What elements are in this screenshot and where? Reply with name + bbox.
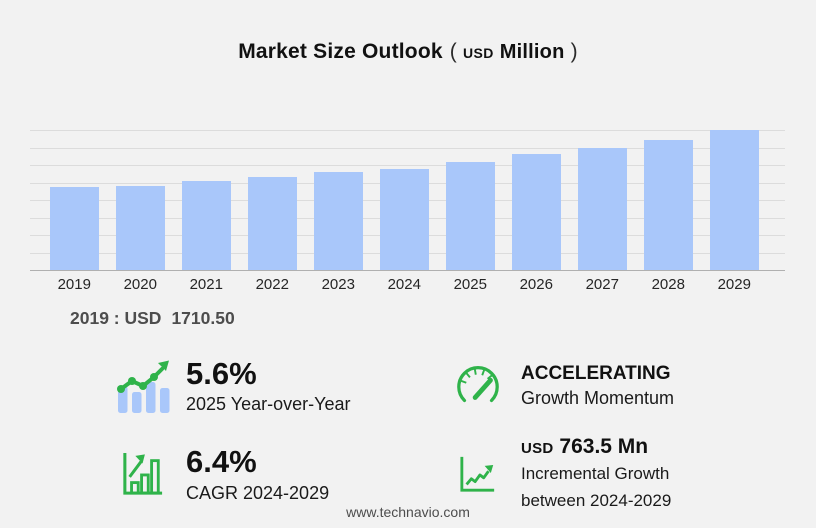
yoy-value: 5.6% bbox=[186, 355, 257, 391]
bar-2026 bbox=[512, 154, 561, 270]
incremental-amount: 763.5 Mn bbox=[559, 435, 649, 458]
title-main: Market Size Outlook bbox=[238, 40, 443, 63]
bar-2028 bbox=[644, 139, 693, 270]
bars bbox=[30, 130, 785, 270]
stat-incremental: USD 763.5 Mn Incremental Growth between … bbox=[447, 434, 792, 514]
title-paren-close: ) bbox=[570, 40, 578, 63]
bar-chart-trend-icon-svg bbox=[117, 360, 170, 413]
speedometer-icon bbox=[447, 365, 509, 407]
bar-chart-trend-icon bbox=[112, 359, 174, 413]
growth-bars-arrow-icon-svg bbox=[123, 452, 163, 495]
bar-2022 bbox=[248, 176, 297, 270]
momentum-label: Growth Momentum bbox=[521, 388, 675, 409]
x-axis-label-2029: 2029 bbox=[717, 276, 751, 293]
growth-bars-arrow-icon bbox=[112, 450, 174, 498]
base-year-annotation: 2019 : USD 1710.50 bbox=[70, 308, 235, 329]
stat-momentum: ACCELERATING Growth Momentum bbox=[447, 337, 792, 434]
incremental-label: Incremental Growth between 2024-2029 bbox=[521, 464, 672, 510]
x-axis-label-2023: 2023 bbox=[321, 276, 355, 293]
incremental-growth-icon-svg bbox=[460, 456, 495, 492]
incremental-currency: USD bbox=[521, 440, 554, 457]
stat-yoy: 5.6% 2025 Year-over-Year bbox=[112, 337, 447, 434]
yoy-label: 2025 Year-over-Year bbox=[186, 394, 351, 415]
bar-2025 bbox=[446, 161, 495, 270]
incremental-value: USD 763.5 Mn bbox=[521, 434, 716, 460]
base-year-value: 1710.50 bbox=[171, 308, 235, 328]
incremental-growth-icon bbox=[447, 454, 509, 494]
page-title: Market Size Outlook ( USD Million ) bbox=[0, 40, 816, 64]
cagr-label: CAGR 2024-2029 bbox=[186, 482, 330, 503]
base-year-label: 2019 : USD bbox=[70, 308, 162, 328]
title-unit: Million bbox=[499, 41, 565, 63]
bar-2029 bbox=[710, 130, 759, 270]
bar-2027 bbox=[578, 147, 627, 270]
stats-grid: 5.6% 2025 Year-over-Year ACCELERATING Gr… bbox=[112, 337, 792, 514]
bar-2024 bbox=[380, 169, 429, 270]
momentum-value: ACCELERATING bbox=[521, 362, 671, 384]
gridline bbox=[30, 130, 785, 131]
x-axis-label-2022: 2022 bbox=[255, 276, 289, 293]
gridline bbox=[30, 165, 785, 166]
x-axis-label-2019: 2019 bbox=[57, 276, 91, 293]
bar-2019 bbox=[50, 187, 99, 270]
title-currency: USD bbox=[462, 45, 494, 61]
bar-2020 bbox=[116, 185, 165, 270]
bar-chart-plot-area bbox=[30, 130, 785, 271]
x-axis-label-2026: 2026 bbox=[519, 276, 553, 293]
bar-2021 bbox=[182, 181, 231, 270]
gridline bbox=[30, 147, 785, 149]
x-axis-label-2024: 2024 bbox=[387, 276, 421, 293]
x-axis-label-2027: 2027 bbox=[585, 276, 619, 293]
x-axis-labels: 2019 2020 2021 2022 2023 2024 2025 2026 2027 2028… bbox=[30, 276, 785, 293]
x-axis-label-2021: 2021 bbox=[189, 276, 223, 293]
x-axis-label-2028: 2028 bbox=[651, 276, 685, 293]
cagr-value: 6.4% bbox=[186, 444, 257, 480]
bar-2023 bbox=[314, 172, 363, 270]
stat-cagr: 6.4% CAGR 2024-2029 bbox=[112, 434, 447, 514]
x-axis-label-2020: 2020 bbox=[123, 276, 157, 293]
x-axis-label-2025: 2025 bbox=[453, 276, 487, 293]
speedometer-icon-svg bbox=[457, 365, 499, 402]
title-paren-open: ( bbox=[449, 40, 457, 63]
website-url: www.technavio.com bbox=[346, 504, 470, 520]
